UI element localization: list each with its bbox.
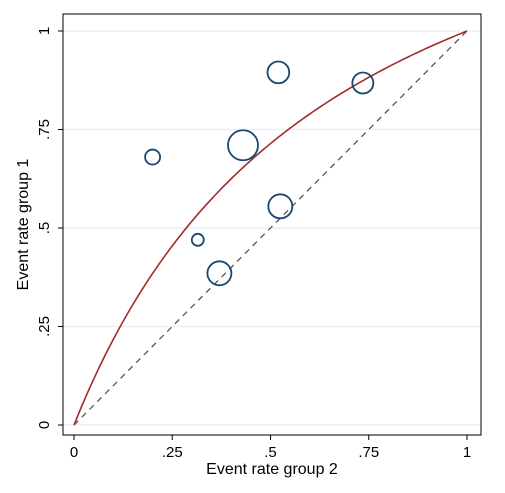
scatter-point-5	[267, 193, 294, 220]
series	[73, 30, 468, 426]
reference-diagonal-line	[73, 30, 468, 426]
scatter-point-4	[266, 60, 291, 85]
x-tick-label-3: .75	[358, 444, 379, 461]
x-tick-label-4: 1	[463, 444, 471, 461]
x-tick-label-2: .5	[264, 444, 277, 461]
axes: 0 .25 .5 .75 1 0 .25 .5 .75 1	[36, 27, 471, 461]
x-tick-label-0: 0	[70, 444, 78, 461]
y-tick-label-2: .5	[36, 222, 53, 235]
y-tick-label-1: .25	[36, 316, 53, 337]
scatter-point-2	[206, 260, 233, 287]
y-tick-label-3: .75	[36, 119, 53, 140]
plot-area-frame	[62, 13, 482, 436]
scatter-point-3	[227, 129, 259, 162]
fitted-curve	[73, 30, 468, 426]
x-axis-title: Event rate group 2	[206, 461, 338, 478]
y-tick-label-4: 1	[36, 27, 53, 35]
scatter-points	[144, 60, 375, 287]
scatter-point-1	[190, 232, 205, 247]
y-tick-label-0: 0	[36, 421, 53, 429]
y-axis-title: Event rate group 1	[15, 159, 32, 291]
scatter-point-6	[351, 71, 375, 95]
x-tick-label-1: .25	[162, 444, 183, 461]
grid-lines	[63, 30, 481, 426]
scatter-point-0	[144, 148, 162, 166]
